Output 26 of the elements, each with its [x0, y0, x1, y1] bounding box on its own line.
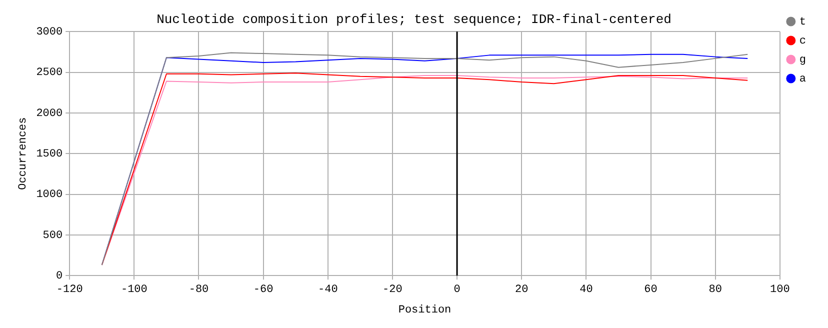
y-tick-label: 2000 [36, 108, 63, 120]
x-tick-label: -20 [382, 284, 402, 296]
y-tick-label: 3000 [36, 26, 63, 39]
y-axis-title: Occurrences [18, 117, 30, 190]
x-tick-label: 80 [708, 284, 722, 296]
x-tick-label: 20 [515, 284, 528, 296]
x-tick-label: 40 [580, 284, 593, 296]
x-tick-label: -100 [120, 284, 148, 296]
legend-label: g [799, 54, 806, 66]
x-axis-title: Position [398, 304, 452, 316]
legend-label: a [799, 73, 806, 86]
y-tick-label: 2500 [36, 67, 63, 80]
x-tick-label: 60 [644, 284, 658, 296]
y-tick-label: 0 [56, 270, 63, 283]
x-tick-label: -60 [253, 284, 274, 296]
y-tick-label: 1000 [36, 189, 63, 202]
legend-label: c [799, 35, 806, 48]
chart-title: Nucleotide composition profiles; test sequence; IDR-final-centered [156, 12, 672, 28]
x-tick-label: 100 [770, 284, 790, 296]
x-tick-label: -40 [318, 284, 338, 296]
x-tick-label: -80 [188, 284, 209, 296]
x-tick-label: -120 [56, 284, 83, 296]
y-tick-label: 500 [42, 230, 63, 242]
y-tick-label: 1500 [36, 148, 63, 161]
legend-label: t [799, 16, 806, 28]
x-tick-label: 0 [454, 284, 460, 296]
